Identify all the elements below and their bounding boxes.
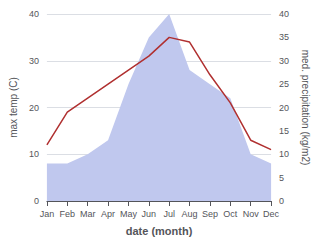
svg-text:Oct: Oct: [223, 209, 238, 219]
svg-text:20: 20: [279, 103, 289, 113]
svg-text:max temp (C): max temp (C): [8, 77, 19, 138]
svg-text:med. precipitation (kg/m2): med. precipitation (kg/m2): [300, 50, 311, 166]
svg-text:Jan: Jan: [40, 209, 55, 219]
svg-text:Sep: Sep: [202, 209, 218, 219]
svg-text:Nov: Nov: [243, 209, 260, 219]
svg-text:0: 0: [279, 196, 284, 206]
svg-text:30: 30: [29, 56, 39, 66]
svg-text:May: May: [120, 209, 138, 219]
svg-text:date (month): date (month): [126, 225, 193, 237]
svg-text:15: 15: [279, 126, 289, 136]
svg-text:Mar: Mar: [80, 209, 96, 219]
svg-text:5: 5: [279, 173, 284, 183]
svg-text:Apr: Apr: [101, 209, 115, 219]
svg-text:30: 30: [279, 56, 289, 66]
svg-text:Feb: Feb: [60, 209, 76, 219]
svg-text:10: 10: [279, 149, 289, 159]
svg-text:Jun: Jun: [142, 209, 157, 219]
svg-text:35: 35: [279, 32, 289, 42]
svg-text:0: 0: [34, 196, 39, 206]
svg-text:Aug: Aug: [182, 209, 198, 219]
svg-text:40: 40: [279, 9, 289, 19]
svg-text:Jul: Jul: [163, 209, 175, 219]
svg-text:20: 20: [29, 103, 39, 113]
svg-text:25: 25: [279, 79, 289, 89]
svg-text:40: 40: [29, 9, 39, 19]
svg-text:10: 10: [29, 149, 39, 159]
svg-text:Dec: Dec: [263, 209, 280, 219]
